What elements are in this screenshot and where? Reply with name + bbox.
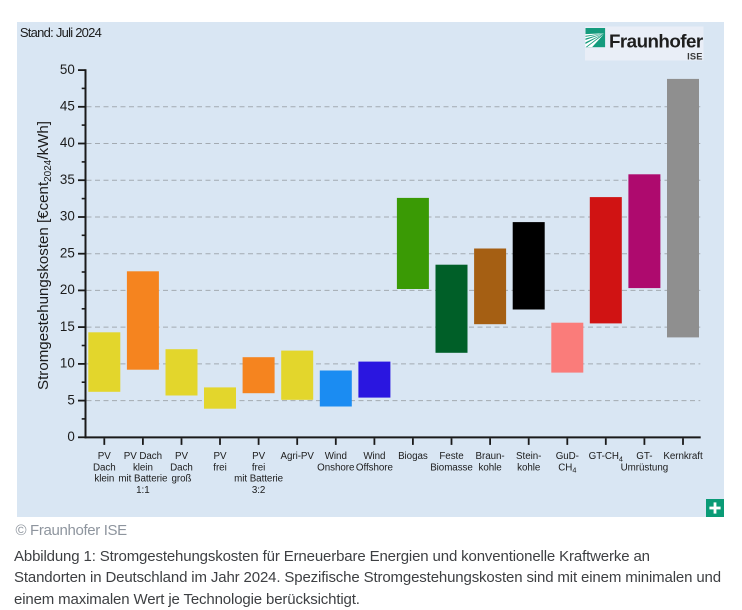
svg-text:50: 50 <box>60 62 75 77</box>
svg-text:PV: PV <box>175 451 188 462</box>
svg-text:Offshore: Offshore <box>356 462 394 473</box>
svg-text:ISE: ISE <box>687 51 703 61</box>
svg-text:klein: klein <box>133 462 153 473</box>
svg-text:Dach: Dach <box>170 462 193 473</box>
svg-text:40: 40 <box>60 135 75 150</box>
svg-text:1:1: 1:1 <box>136 485 149 496</box>
svg-text:PV: PV <box>214 451 227 462</box>
svg-text:15: 15 <box>60 319 75 334</box>
svg-text:kohle: kohle <box>479 462 503 473</box>
svg-text:Dach: Dach <box>93 462 116 473</box>
svg-text:20: 20 <box>60 282 75 297</box>
svg-text:Onshore: Onshore <box>317 462 355 473</box>
svg-text:Biomasse: Biomasse <box>430 462 473 473</box>
svg-text:Kernkraft: Kernkraft <box>663 451 703 462</box>
svg-text:Braun-: Braun- <box>476 451 505 462</box>
svg-text:Umrüstung: Umrüstung <box>621 462 668 473</box>
svg-text:5: 5 <box>67 392 74 407</box>
svg-text:Biogas: Biogas <box>398 451 428 462</box>
svg-text:frei: frei <box>213 462 226 473</box>
svg-text:PV Dach: PV Dach <box>124 451 162 462</box>
svg-text:groß: groß <box>172 474 192 485</box>
svg-text:Feste: Feste <box>439 451 464 462</box>
svg-text:0: 0 <box>67 429 74 444</box>
svg-text:kohle: kohle <box>517 462 541 473</box>
svg-text:CH4: CH4 <box>558 462 576 474</box>
svg-text:10: 10 <box>60 356 75 371</box>
svg-text:PV: PV <box>98 451 111 462</box>
svg-text:klein: klein <box>94 474 114 485</box>
svg-text:25: 25 <box>60 245 75 260</box>
svg-text:Agri-PV: Agri-PV <box>280 451 314 462</box>
svg-text:Stromgestehungskosten [€cent20: Stromgestehungskosten [€cent2024/kWh] <box>35 121 54 390</box>
svg-text:Wind: Wind <box>363 451 385 462</box>
svg-text:mit Batterie: mit Batterie <box>118 474 168 485</box>
svg-text:GuD-: GuD- <box>556 451 579 462</box>
svg-text:Wind: Wind <box>325 451 347 462</box>
svg-text:45: 45 <box>60 99 75 114</box>
svg-text:Fraunhofer: Fraunhofer <box>609 31 704 52</box>
svg-text:frei: frei <box>252 462 265 473</box>
svg-text:35: 35 <box>60 172 75 187</box>
svg-text:Stand: Juli 2024: Stand: Juli 2024 <box>20 25 102 40</box>
svg-text:mit Batterie: mit Batterie <box>234 474 284 485</box>
svg-text:PV: PV <box>252 451 265 462</box>
svg-text:GT-: GT- <box>636 451 652 462</box>
svg-text:GT-CH4: GT-CH4 <box>589 451 623 463</box>
svg-text:3:2: 3:2 <box>252 485 265 496</box>
svg-text:30: 30 <box>60 209 75 224</box>
svg-text:Stein-: Stein- <box>516 451 541 462</box>
